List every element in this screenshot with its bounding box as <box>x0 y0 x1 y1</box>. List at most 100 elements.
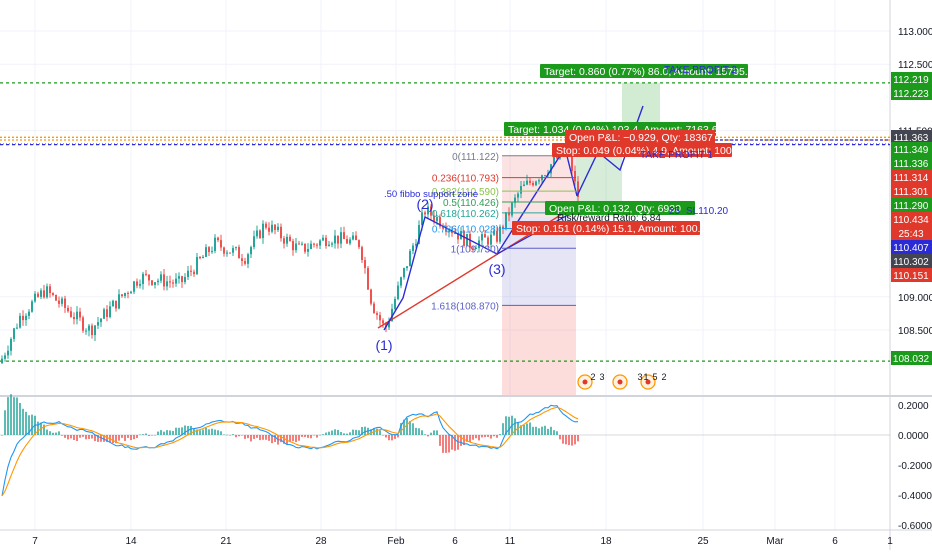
price-badge: 108.032 <box>893 354 930 365</box>
candle-body <box>127 292 129 294</box>
candle-body <box>283 238 285 244</box>
event-marker-dot <box>645 379 651 385</box>
candle-body <box>298 243 300 245</box>
candle-body <box>241 258 243 262</box>
candle-body <box>418 225 420 244</box>
candle-body <box>232 248 234 253</box>
candle-body <box>214 237 216 251</box>
candle-body <box>208 247 210 253</box>
indicator-tick: -0.4000 <box>898 491 932 502</box>
macd-histogram-bar <box>115 435 117 444</box>
candle-body <box>151 280 153 285</box>
macd-histogram-bar <box>412 423 414 435</box>
macd-histogram-bar <box>163 431 165 435</box>
candle-body <box>277 226 279 231</box>
fib-retracement: 0(111.122)0.236(110.793)0.382(110.590)0.… <box>431 152 576 312</box>
macd-histogram-bar <box>160 430 162 435</box>
candle-body <box>352 235 354 240</box>
candle-body <box>88 325 90 331</box>
candle-body <box>406 266 408 269</box>
take-profit-2-text: TAKE PROFIT 2 <box>664 65 737 76</box>
time-tick: 21 <box>220 536 232 547</box>
candle-body <box>16 327 18 329</box>
candle-body <box>463 231 465 246</box>
macd-histogram-bar <box>226 434 228 436</box>
candle-body <box>508 212 510 216</box>
candle-body <box>154 282 156 285</box>
candle-body <box>520 186 522 194</box>
macd-histogram-bar <box>349 432 351 435</box>
macd-histogram-bar <box>439 435 441 446</box>
price-badge-bg <box>891 226 932 240</box>
event-marker-count: 2 <box>590 372 595 382</box>
candle-body <box>190 270 192 272</box>
macd-histogram-bar <box>547 428 549 435</box>
macd-histogram-bar <box>7 397 9 435</box>
macd-histogram-bar <box>232 434 234 435</box>
fib-label-0.382: 0.382(110.590) <box>432 187 499 198</box>
macd-histogram-bar <box>574 435 576 445</box>
macd-histogram-bar <box>154 435 156 436</box>
candle-body <box>505 212 507 229</box>
macd-histogram-bar <box>292 435 294 442</box>
candle-body <box>484 234 486 238</box>
target-top-label-bg <box>540 64 748 78</box>
macd-histogram-bar <box>4 410 6 435</box>
candle-body <box>115 300 117 309</box>
candle-body <box>61 298 63 304</box>
candle-body <box>211 250 213 253</box>
macd-histogram-bar <box>184 425 186 435</box>
candle-body <box>46 286 48 298</box>
macd-histogram-bar <box>514 418 516 435</box>
open-pl-short-label-bg <box>565 130 715 144</box>
macd-histogram-bar <box>256 435 258 438</box>
candle-body <box>31 301 33 312</box>
time-tick: Feb <box>387 536 405 547</box>
macd-histogram-bar <box>295 435 297 443</box>
macd-histogram-bar <box>202 429 204 435</box>
macd-histogram-bar <box>52 432 54 435</box>
macd-histogram-bar <box>328 431 330 435</box>
candle-body <box>226 252 228 254</box>
candle-body <box>430 206 432 216</box>
open-pl-long-label: Open P&L: 0.132, Qty: 6930 <box>549 203 681 215</box>
macd-histogram-bar <box>94 435 96 442</box>
macd-histogram-bar <box>454 435 456 451</box>
candle-body <box>514 197 516 203</box>
macd-histogram-bar <box>526 423 528 435</box>
price-badge: 111.336 <box>894 159 929 170</box>
macd-histogram-bar <box>175 427 177 435</box>
time-tick: 6 <box>832 536 838 547</box>
candle-body <box>76 311 78 320</box>
candle-body <box>454 233 456 235</box>
macd-histogram-bar <box>358 430 360 435</box>
price-badge-bg <box>891 130 932 144</box>
price-badge: 111.290 <box>894 201 929 212</box>
candle-body <box>43 290 45 298</box>
candle-body <box>472 247 474 249</box>
macd-histogram-bar <box>427 435 429 437</box>
candle-body <box>37 293 39 297</box>
price-badge: 110.407 <box>893 243 929 254</box>
macd-histogram-bar <box>85 435 87 440</box>
signal-line <box>1 406 579 497</box>
time-tick: 7 <box>32 536 38 547</box>
macd-histogram-bar <box>571 435 573 446</box>
macd-histogram-bar <box>124 435 126 441</box>
candle-body <box>457 233 459 240</box>
macd-histogram-bar <box>223 434 225 435</box>
macd-histogram-bar <box>130 435 132 441</box>
candle-body <box>571 148 573 171</box>
macd-histogram-bar <box>307 435 309 438</box>
candle-body <box>343 232 345 240</box>
macd-histogram-bar <box>253 435 255 439</box>
macd-histogram-bar <box>13 397 15 435</box>
macd-histogram-bar <box>145 433 147 435</box>
time-tick: Mar <box>766 536 784 547</box>
candle-body <box>124 292 126 297</box>
candle-body <box>259 230 261 239</box>
macd-histogram-bar <box>436 430 438 435</box>
candle-body <box>280 226 282 239</box>
